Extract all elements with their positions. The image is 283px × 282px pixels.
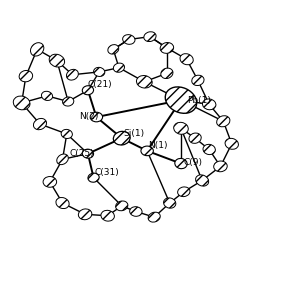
Ellipse shape	[175, 158, 187, 169]
Ellipse shape	[67, 69, 78, 80]
Ellipse shape	[90, 112, 102, 122]
Ellipse shape	[82, 86, 94, 95]
Ellipse shape	[160, 43, 173, 53]
Ellipse shape	[113, 131, 130, 145]
Ellipse shape	[63, 97, 74, 106]
Ellipse shape	[164, 198, 176, 208]
Text: Pb(1): Pb(1)	[187, 96, 211, 105]
Ellipse shape	[116, 201, 128, 211]
Ellipse shape	[217, 116, 230, 127]
Ellipse shape	[189, 133, 201, 143]
Ellipse shape	[225, 138, 238, 149]
Ellipse shape	[192, 75, 204, 85]
Text: C(9): C(9)	[184, 158, 203, 168]
Ellipse shape	[141, 146, 153, 156]
Ellipse shape	[78, 209, 92, 220]
Text: N(2): N(2)	[80, 112, 99, 121]
Ellipse shape	[113, 63, 125, 72]
Ellipse shape	[203, 144, 215, 155]
Text: N(1): N(1)	[148, 141, 167, 150]
Ellipse shape	[196, 175, 209, 186]
Text: Si(1): Si(1)	[123, 129, 144, 138]
Ellipse shape	[43, 177, 57, 187]
Ellipse shape	[82, 149, 94, 158]
Ellipse shape	[174, 122, 188, 134]
Ellipse shape	[161, 68, 173, 79]
Ellipse shape	[31, 43, 44, 56]
Ellipse shape	[101, 210, 114, 221]
Ellipse shape	[94, 67, 105, 76]
Ellipse shape	[130, 207, 142, 216]
Ellipse shape	[136, 76, 152, 88]
Ellipse shape	[19, 70, 33, 82]
Ellipse shape	[49, 54, 65, 67]
Text: C(21): C(21)	[87, 80, 112, 89]
Ellipse shape	[123, 35, 135, 44]
Ellipse shape	[165, 87, 197, 113]
Ellipse shape	[178, 187, 190, 197]
Ellipse shape	[144, 32, 156, 41]
Ellipse shape	[13, 96, 30, 110]
Ellipse shape	[61, 129, 72, 138]
Ellipse shape	[148, 212, 160, 222]
Ellipse shape	[202, 99, 216, 110]
Ellipse shape	[41, 91, 53, 100]
Ellipse shape	[33, 118, 46, 130]
Ellipse shape	[88, 173, 99, 182]
Text: C(31): C(31)	[94, 168, 119, 177]
Ellipse shape	[180, 54, 193, 65]
Ellipse shape	[56, 197, 69, 209]
Ellipse shape	[214, 161, 227, 172]
Text: C(25): C(25)	[70, 149, 94, 158]
Ellipse shape	[108, 45, 119, 54]
Ellipse shape	[57, 154, 68, 165]
